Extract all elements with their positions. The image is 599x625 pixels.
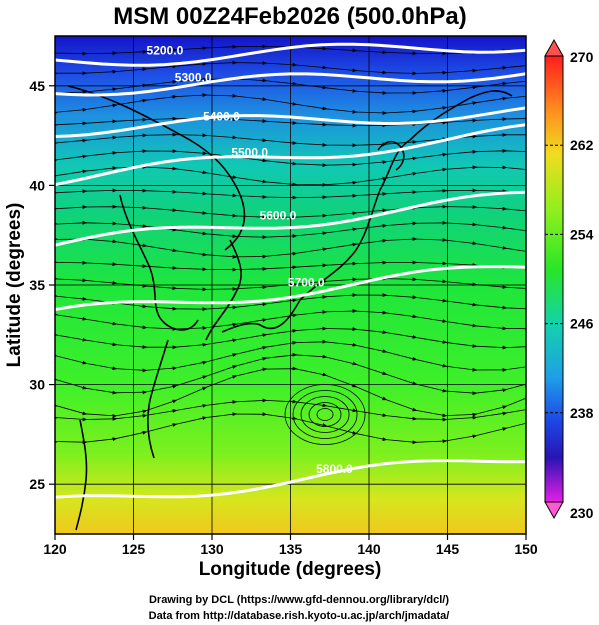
colorbar-tick-label: 270: [570, 49, 594, 65]
colorbar-tick-label: 262: [570, 137, 594, 153]
contour-line: [55, 459, 526, 499]
y-tick-label: 25: [29, 476, 45, 492]
colorbar-tick-label: 246: [570, 316, 594, 332]
streamline: [55, 188, 526, 200]
streamline: [55, 412, 526, 445]
y-axis-label: Latitude (degrees): [4, 203, 25, 368]
x-axis-label: Longitude (degrees): [199, 559, 382, 580]
contour-line: [55, 123, 526, 187]
y-tick-label: 45: [29, 78, 45, 94]
x-axis-ticks: 120 125 130 135 140 145 150: [43, 534, 538, 557]
x-tick-label: 130: [200, 541, 224, 557]
wind-streamlines: [55, 44, 526, 445]
contour-label: 5400.0: [203, 109, 240, 123]
vortex-streamline: [300, 396, 350, 433]
streamline: [55, 44, 526, 56]
contour-line: [55, 72, 526, 97]
x-tick-label: 145: [436, 541, 460, 557]
streamline: [55, 237, 526, 259]
x-tick-label: 150: [514, 541, 538, 557]
height-contours: 5200.0 5300.0 5400.0 5500.0 5600.0 5700.0 5800…: [55, 42, 526, 499]
streamline: [55, 93, 526, 115]
streamline: [55, 276, 526, 292]
contour-label: 5300.0: [175, 71, 212, 85]
contour-label: 5700.0: [288, 275, 325, 289]
streamline: [55, 204, 526, 220]
colorbar-tick-label: 238: [570, 405, 594, 421]
colorbar-ticks: 270 262 254 246 238 230: [545, 49, 594, 521]
colorbar-upper-arrow: [544, 38, 564, 57]
contour-line: [55, 265, 526, 312]
y-tick-label: 35: [29, 277, 45, 293]
streamline: [55, 60, 526, 76]
x-tick-label: 125: [122, 541, 146, 557]
vortex-streamline: [316, 408, 334, 421]
streamline: [55, 220, 526, 240]
contour-label: 5800.0: [316, 462, 353, 476]
chart-title: MSM 00Z24Feb2026 (500.0hPa): [113, 3, 467, 30]
streamline: [55, 309, 526, 331]
x-tick-label: 135: [279, 541, 303, 557]
vortex-streamline: [292, 390, 358, 439]
contour-line: [55, 190, 526, 247]
x-tick-label: 140: [357, 541, 381, 557]
vortex-streamline: [308, 402, 342, 427]
streamline: [55, 260, 526, 272]
contour-label: 5500.0: [231, 146, 268, 160]
y-tick-label: 30: [29, 377, 45, 393]
credit-line-1: Drawing by DCL (https://www.gfd-dennou.o…: [149, 594, 449, 606]
contour-label: 5200.0: [147, 44, 184, 58]
x-tick-label: 120: [43, 541, 67, 557]
colorbar-tick-label: 230: [570, 505, 594, 521]
colorbar-lower-arrow: [544, 501, 564, 520]
y-tick-label: 40: [29, 177, 45, 193]
plot-area: 5200.0 5300.0 5400.0 5500.0 5600.0 5700.0 5800…: [55, 36, 526, 534]
contour-line: [55, 106, 526, 139]
streamline: [55, 148, 526, 168]
colorbar: 270 262 254 246 238 230: [544, 38, 594, 521]
vortex-streamline: [284, 384, 366, 445]
credit-line-2: Data from http://database.rish.kyoto-u.a…: [149, 610, 450, 622]
y-axis-ticks: 25 30 35 40 45: [29, 78, 55, 492]
streamline: [55, 116, 526, 128]
streamline: [55, 76, 526, 95]
contour-line: [55, 42, 526, 67]
colorbar-bar: [544, 55, 564, 503]
streamline: [55, 165, 526, 187]
colorbar-tick-label: 254: [570, 226, 594, 242]
contour-label: 5600.0: [260, 209, 297, 223]
